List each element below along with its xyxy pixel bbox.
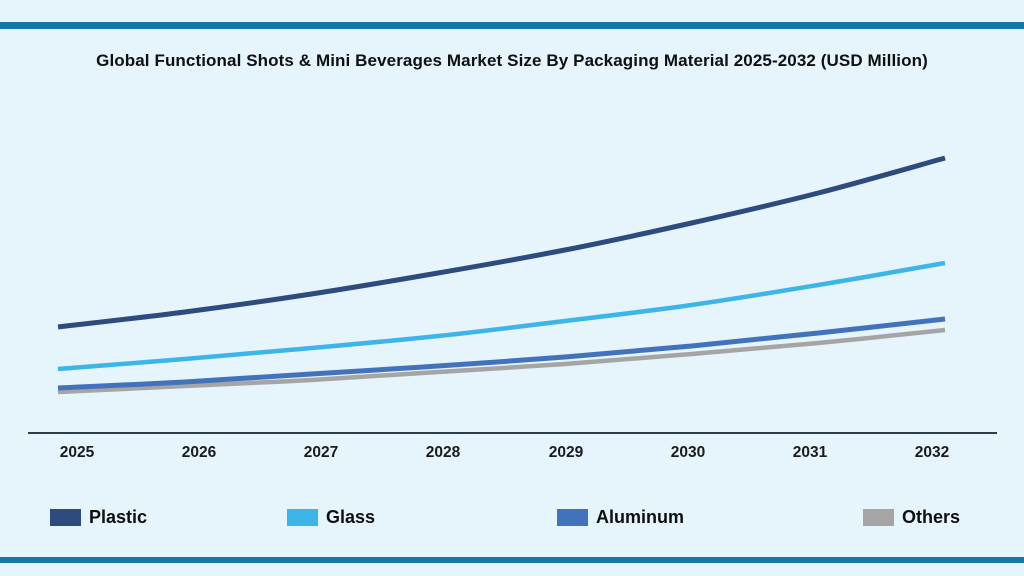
legend-item-plastic: Plastic bbox=[50, 507, 147, 528]
x-tick-label-2032: 2032 bbox=[914, 444, 950, 461]
legend-swatch-others bbox=[863, 509, 894, 526]
series-line-aluminum bbox=[57, 316, 946, 391]
legend-label-glass: Glass bbox=[326, 507, 376, 527]
series-line-glass bbox=[57, 260, 946, 372]
x-tick-label-2029: 2029 bbox=[548, 444, 584, 461]
legend-label-aluminum: Aluminum bbox=[596, 507, 684, 527]
chart-title: Global Functional Shots & Mini Beverages… bbox=[96, 51, 928, 70]
x-axis: 2025 2026 2027 2028 2029 2030 2031 2032 bbox=[0, 444, 1024, 468]
x-tick-label-2031: 2031 bbox=[792, 444, 828, 461]
chart-legend: Plastic Glass Aluminum Others bbox=[0, 507, 1024, 533]
bottom-accent-bar bbox=[0, 557, 1024, 563]
x-tick-label-2030: 2030 bbox=[670, 444, 706, 461]
series-line-plastic bbox=[57, 155, 946, 330]
x-tick-label-2026: 2026 bbox=[181, 444, 217, 461]
x-tick-label-2028: 2028 bbox=[425, 444, 461, 461]
legend-item-aluminum: Aluminum bbox=[557, 507, 684, 528]
x-tick-label-2027: 2027 bbox=[303, 444, 339, 461]
legend-swatch-plastic bbox=[50, 509, 81, 526]
series-line-others bbox=[57, 327, 946, 395]
legend-label-plastic: Plastic bbox=[89, 507, 148, 527]
x-tick-label-2025: 2025 bbox=[59, 444, 95, 461]
legend-item-glass: Glass bbox=[287, 507, 375, 528]
top-accent-bar bbox=[0, 22, 1024, 29]
legend-swatch-glass bbox=[287, 509, 318, 526]
legend-label-others: Others bbox=[902, 507, 961, 527]
legend-item-others: Others bbox=[863, 507, 960, 528]
legend-swatch-aluminum bbox=[557, 509, 588, 526]
